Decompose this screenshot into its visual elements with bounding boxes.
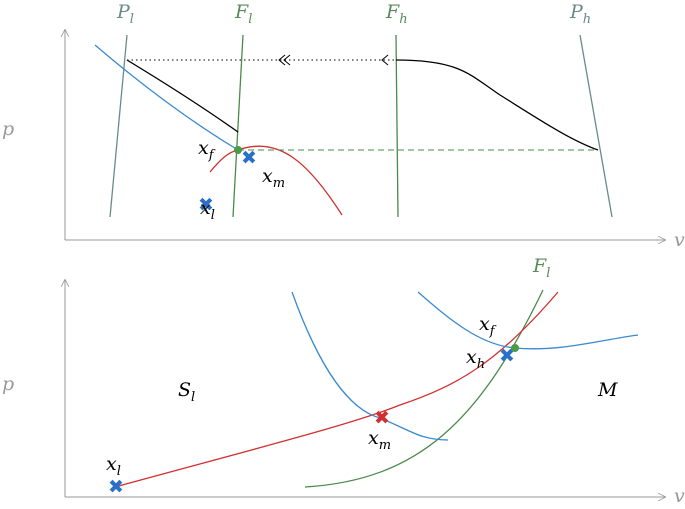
curve (304, 289, 544, 488)
marker: ✖ (241, 147, 257, 169)
point-label: xl (106, 453, 121, 479)
curve-label: Fl (532, 255, 550, 281)
curve (209, 145, 343, 216)
line-label: Fh (385, 1, 408, 27)
point-label: xl (200, 197, 215, 223)
axis-label: v (674, 229, 685, 251)
bottom-panel: p v Fl ✖ ✖ ✖ Sl M xl xm xh xf (2, 255, 685, 507)
line-label: Ph (569, 1, 591, 27)
marker: ✖ (108, 476, 124, 498)
point-label: xh (466, 346, 485, 372)
line (232, 34, 244, 218)
curve (126, 59, 239, 133)
marker (234, 146, 242, 154)
axis-label: v (674, 485, 685, 504)
marker (511, 344, 519, 352)
point-label: xm (368, 427, 391, 453)
marker: ✖ (198, 194, 214, 216)
line (579, 34, 613, 218)
line-label: Pl (116, 1, 134, 27)
arrow (278, 54, 389, 66)
region-label: M (597, 379, 618, 401)
line (109, 34, 128, 218)
curve (114, 291, 559, 488)
axis-label: p (2, 118, 14, 140)
region-label: Sl (178, 379, 195, 405)
curve (291, 291, 449, 441)
curve (395, 59, 599, 151)
marker: ✖ (499, 345, 515, 367)
axis-label: p (2, 373, 14, 395)
line (395, 34, 399, 218)
point-label: xf (479, 313, 497, 339)
point-label: xf (198, 137, 216, 163)
curve (94, 44, 239, 151)
line-label: Fl (234, 1, 252, 27)
top-panel: p v Pl Fl Fh Ph ✖ ✖ xf xm xl (2, 1, 685, 251)
marker: ✖ (374, 407, 390, 429)
point-label: xm (262, 165, 285, 191)
